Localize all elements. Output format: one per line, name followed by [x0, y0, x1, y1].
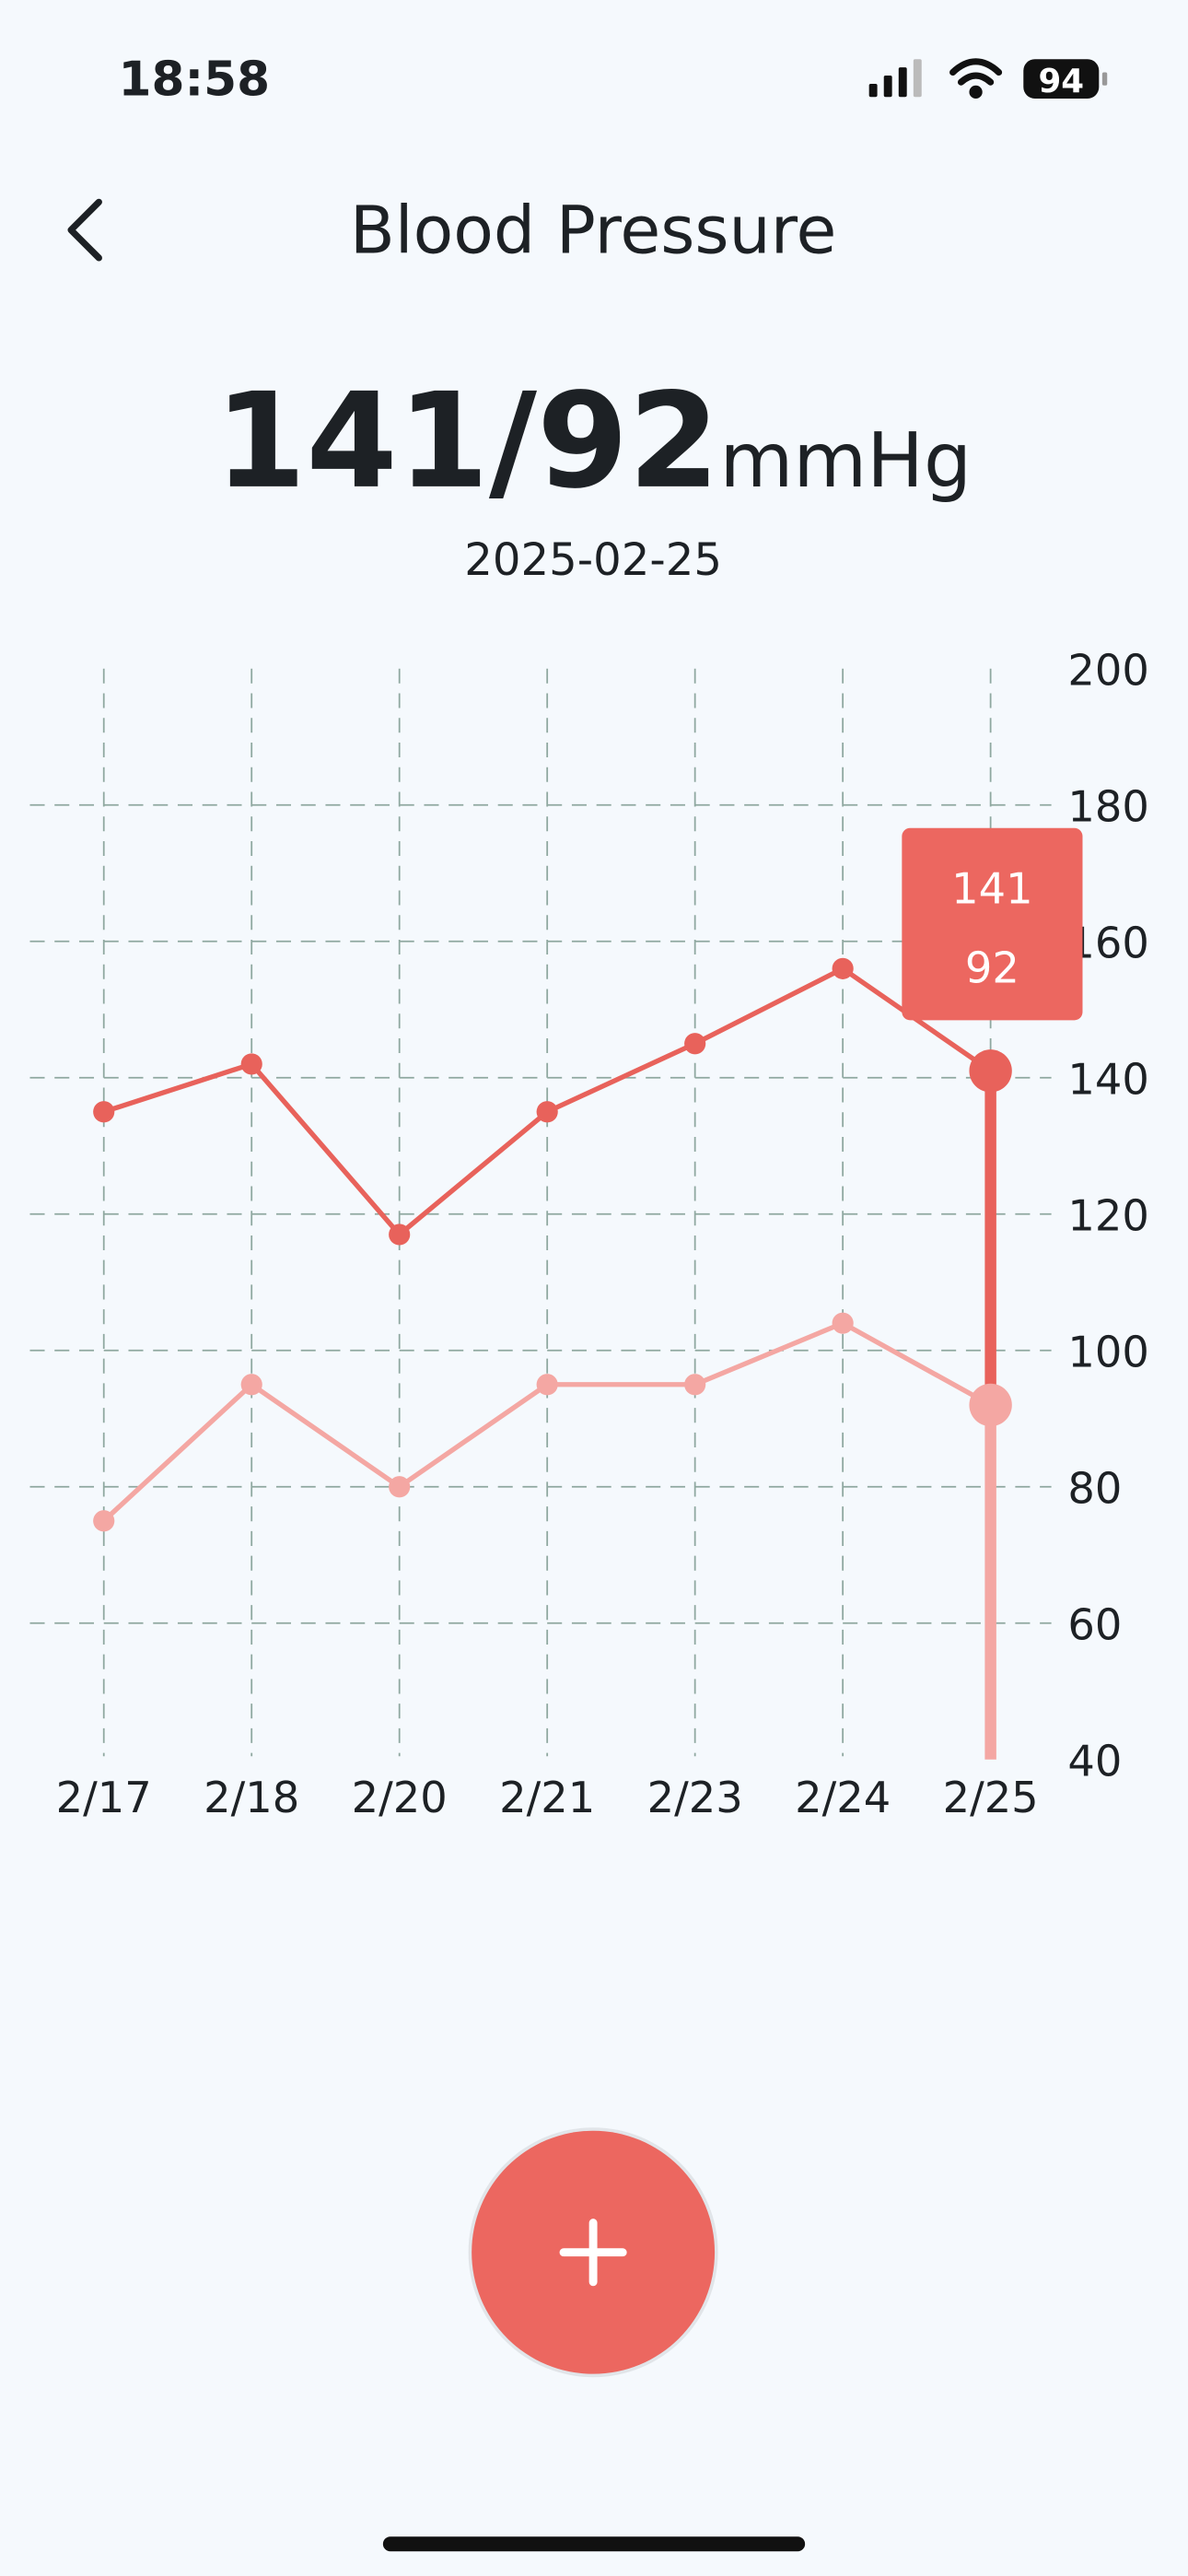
data-point	[684, 1033, 706, 1055]
x-tick-label: 2/17	[56, 1773, 152, 1822]
y-tick-label: 60	[1067, 1600, 1122, 1650]
data-point	[536, 1374, 558, 1396]
data-point	[832, 1312, 854, 1334]
status-time: 18:58	[119, 52, 271, 107]
back-button[interactable]	[67, 198, 102, 262]
data-point	[93, 1510, 115, 1532]
data-point	[536, 1101, 558, 1123]
battery-tip	[1101, 72, 1108, 86]
x-tick-label: 2/25	[943, 1773, 1039, 1822]
reading-unit: mmHg	[720, 417, 973, 505]
data-point	[93, 1101, 115, 1123]
y-tick-label: 140	[1067, 1055, 1149, 1105]
tooltip-value: 141	[951, 864, 1033, 914]
home-indicator	[382, 2536, 806, 2552]
x-tick-label: 2/20	[352, 1773, 448, 1822]
y-tick-label: 180	[1067, 782, 1149, 832]
data-point	[832, 957, 854, 979]
reading-date: 2025-02-25	[464, 534, 722, 586]
page-title: Blood Pressure	[350, 193, 836, 269]
reading: 141/92mmHg	[215, 365, 972, 518]
y-tick-label: 200	[1067, 646, 1149, 696]
add-button[interactable]	[468, 2127, 718, 2378]
data-point	[240, 1053, 262, 1075]
data-point	[969, 1383, 1012, 1427]
data-point	[684, 1374, 706, 1396]
battery-level: 94	[1038, 63, 1084, 100]
x-tick-label: 2/18	[204, 1773, 299, 1822]
x-tick-label: 2/21	[499, 1773, 595, 1822]
y-tick-label: 100	[1067, 1328, 1149, 1377]
data-point	[969, 1049, 1012, 1093]
reading-value: 141/92	[215, 365, 719, 518]
tooltip-value: 92	[965, 943, 1019, 992]
data-point	[240, 1374, 262, 1396]
y-tick-label: 40	[1067, 1737, 1122, 1786]
data-point	[389, 1476, 411, 1498]
x-tick-label: 2/23	[647, 1773, 743, 1822]
battery-icon	[1023, 59, 1100, 99]
signal-icon	[868, 59, 922, 98]
tooltip	[902, 827, 1083, 1021]
y-tick-label: 120	[1067, 1191, 1149, 1241]
data-point	[389, 1224, 411, 1246]
y-tick-label: 80	[1067, 1464, 1122, 1514]
x-tick-label: 2/24	[795, 1773, 891, 1822]
wifi-icon	[949, 58, 1003, 99]
